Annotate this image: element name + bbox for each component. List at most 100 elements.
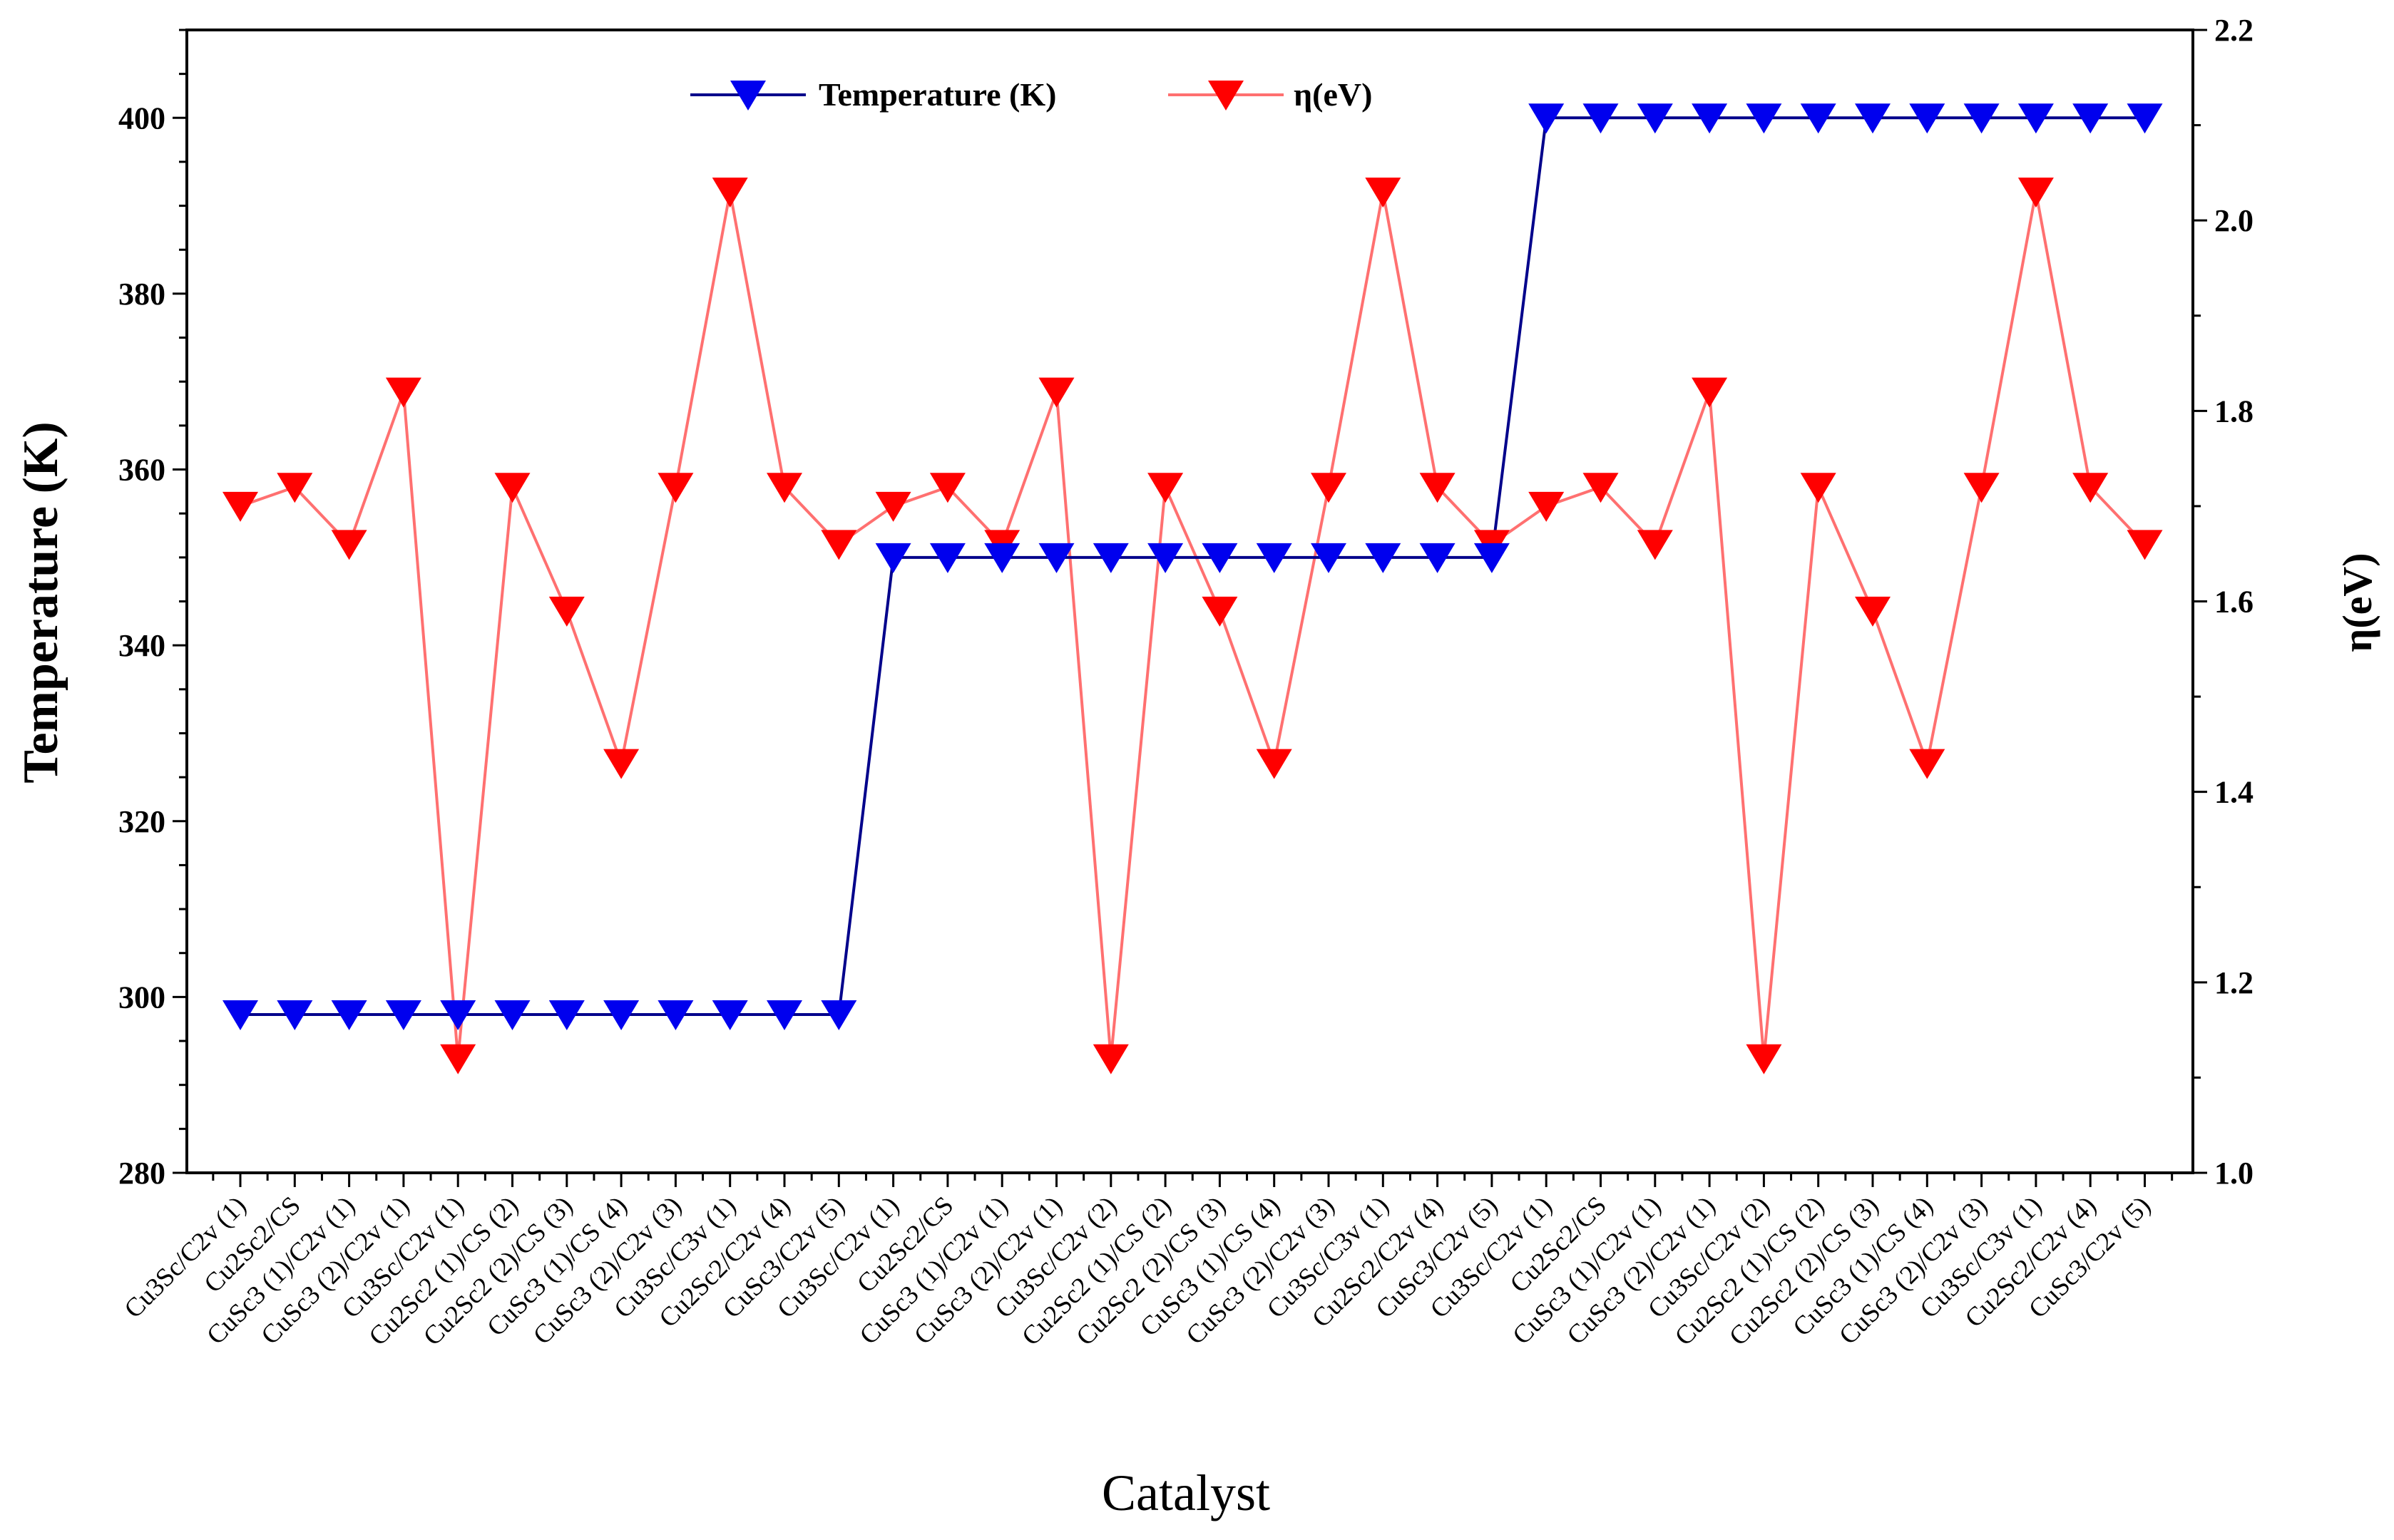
temperature-point xyxy=(875,543,911,573)
eta-point xyxy=(2127,530,2163,560)
temperature-point xyxy=(1147,543,1184,573)
temperature-point xyxy=(1746,103,1782,134)
eta-point xyxy=(1800,473,1836,503)
temperature-point xyxy=(2017,103,2054,134)
temperature-point xyxy=(1202,543,1238,573)
eta-point xyxy=(494,473,531,503)
temperature-point xyxy=(1311,543,1346,573)
plot-frame xyxy=(185,29,2194,1174)
temperature-point xyxy=(1473,543,1510,573)
eta-point xyxy=(1365,178,1401,208)
eta-point xyxy=(1963,473,2000,503)
eta-point xyxy=(1147,473,1184,503)
temperature-point xyxy=(1963,103,2000,134)
eta-point xyxy=(603,749,640,779)
temperature-point xyxy=(1528,103,1565,134)
eta-point xyxy=(440,1044,476,1074)
eta-point xyxy=(1311,473,1346,503)
eta-point xyxy=(1909,749,1945,779)
temperature-point xyxy=(385,1000,421,1031)
eta-point xyxy=(1038,377,1075,408)
right-tick-label: 1.4 xyxy=(2214,775,2254,810)
temperature-point xyxy=(1800,103,1836,134)
temperature-point xyxy=(1256,543,1292,573)
temperature-point xyxy=(1093,543,1129,573)
eta-point xyxy=(222,491,258,522)
temperature-point xyxy=(1909,103,1945,134)
eta-point xyxy=(875,491,911,522)
legend-eta-marker xyxy=(1208,81,1244,111)
eta-series-line xyxy=(240,191,2146,1059)
left-tick-label: 360 xyxy=(118,453,165,488)
temperature-point xyxy=(1365,543,1401,573)
left-axis: 280 300 320 340 360 380 400 xyxy=(118,29,187,1191)
right-axis: 1.0 1.2 1.4 1.6 1.8 2.0 2.2 xyxy=(2193,13,2254,1191)
eta-point xyxy=(1093,1044,1129,1074)
temperature-point xyxy=(2072,103,2109,134)
eta-point xyxy=(658,473,694,503)
temperature-series-line xyxy=(240,116,2145,1017)
x-axis-title: Catalyst xyxy=(1102,1464,1270,1521)
temperature-point xyxy=(1419,543,1456,573)
temperature-point xyxy=(1855,103,1891,134)
legend-temperature-label: Temperature (K) xyxy=(819,76,1056,113)
eta-point xyxy=(712,178,748,208)
legend-temperature-marker xyxy=(730,81,766,111)
y2-axis-title: η(eV) xyxy=(2334,553,2380,652)
eta-point xyxy=(385,377,421,408)
eta-point xyxy=(1528,491,1565,522)
temperature-point xyxy=(331,1000,367,1031)
eta-point xyxy=(1256,749,1292,779)
temperature-point xyxy=(929,543,966,573)
temperature-point xyxy=(603,1000,640,1031)
temperature-point xyxy=(821,1000,857,1031)
temperature-point xyxy=(2127,103,2163,134)
right-tick-label: 1.6 xyxy=(2214,585,2254,620)
series-layer xyxy=(222,103,2163,1074)
legend-eta-label: η(eV) xyxy=(1294,76,1372,113)
temperature-point xyxy=(984,543,1020,573)
eta-point xyxy=(1692,377,1728,408)
eta-point xyxy=(1746,1044,1782,1074)
eta-point xyxy=(2072,473,2109,503)
temperature-point xyxy=(440,1000,476,1031)
eta-point xyxy=(1419,473,1456,503)
temperature-point xyxy=(494,1000,531,1031)
left-tick-label: 380 xyxy=(118,277,165,312)
right-tick-label: 1.8 xyxy=(2214,394,2254,428)
temperature-point xyxy=(767,1000,802,1031)
temperature-point xyxy=(712,1000,748,1031)
right-tick-label: 1.2 xyxy=(2214,965,2254,1000)
eta-point xyxy=(821,530,857,560)
temperature-point xyxy=(658,1000,694,1031)
eta-point xyxy=(548,596,585,627)
eta-point xyxy=(1202,596,1238,627)
temperature-point xyxy=(1038,543,1075,573)
eta-point xyxy=(277,473,313,503)
eta-point xyxy=(929,473,966,503)
left-tick-label: 340 xyxy=(118,628,165,663)
right-tick-label: 1.0 xyxy=(2214,1156,2254,1191)
temperature-point xyxy=(1692,103,1728,134)
temperature-point xyxy=(277,1000,313,1031)
eta-point xyxy=(1582,473,1619,503)
y-axis-title: Temperature (K) xyxy=(14,421,68,783)
left-tick-label: 280 xyxy=(118,1156,165,1191)
temperature-point xyxy=(1637,103,1673,134)
eta-point xyxy=(2017,178,2054,208)
eta-point xyxy=(1855,596,1891,627)
eta-point xyxy=(331,530,367,560)
temperature-point xyxy=(1582,103,1619,134)
plot-border xyxy=(185,29,2194,1174)
eta-point xyxy=(767,473,802,503)
left-tick-label: 400 xyxy=(118,101,165,135)
eta-point xyxy=(1637,530,1673,560)
right-tick-label: 2.0 xyxy=(2214,203,2254,238)
left-tick-label: 320 xyxy=(118,804,165,839)
legend: Temperature (K) η(eV) xyxy=(690,76,1372,113)
temperature-point xyxy=(222,1000,258,1031)
left-tick-label: 300 xyxy=(118,980,165,1015)
right-tick-label: 2.2 xyxy=(2214,13,2254,48)
